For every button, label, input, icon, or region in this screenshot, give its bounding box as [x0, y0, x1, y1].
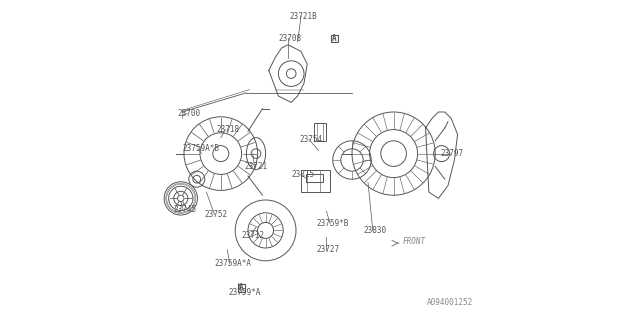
Text: A: A	[332, 34, 337, 43]
Text: 23745: 23745	[173, 205, 196, 214]
Text: FRONT: FRONT	[403, 237, 426, 246]
Text: 23700: 23700	[178, 109, 201, 118]
Bar	[301, 170, 330, 192]
Text: 23815: 23815	[291, 170, 314, 179]
Text: 23712: 23712	[242, 231, 265, 240]
Text: 23754: 23754	[300, 135, 323, 144]
Text: 23721: 23721	[245, 162, 268, 171]
Text: 23759A*B: 23759A*B	[182, 144, 220, 153]
Text: 23759*B: 23759*B	[317, 220, 349, 228]
Text: 23759A*A: 23759A*A	[214, 260, 252, 268]
Text: 23727: 23727	[317, 245, 340, 254]
Text: A094001252: A094001252	[428, 298, 474, 307]
Text: 23830: 23830	[364, 226, 387, 235]
Bar	[306, 174, 323, 182]
Text: A: A	[239, 284, 244, 292]
Text: 23708: 23708	[278, 34, 301, 43]
Text: 23759*A: 23759*A	[229, 288, 261, 297]
Text: 23797: 23797	[440, 149, 463, 158]
Bar	[314, 123, 326, 141]
Text: 23718: 23718	[216, 125, 239, 134]
Text: 23721B: 23721B	[290, 12, 317, 20]
Text: 23752: 23752	[205, 210, 228, 219]
